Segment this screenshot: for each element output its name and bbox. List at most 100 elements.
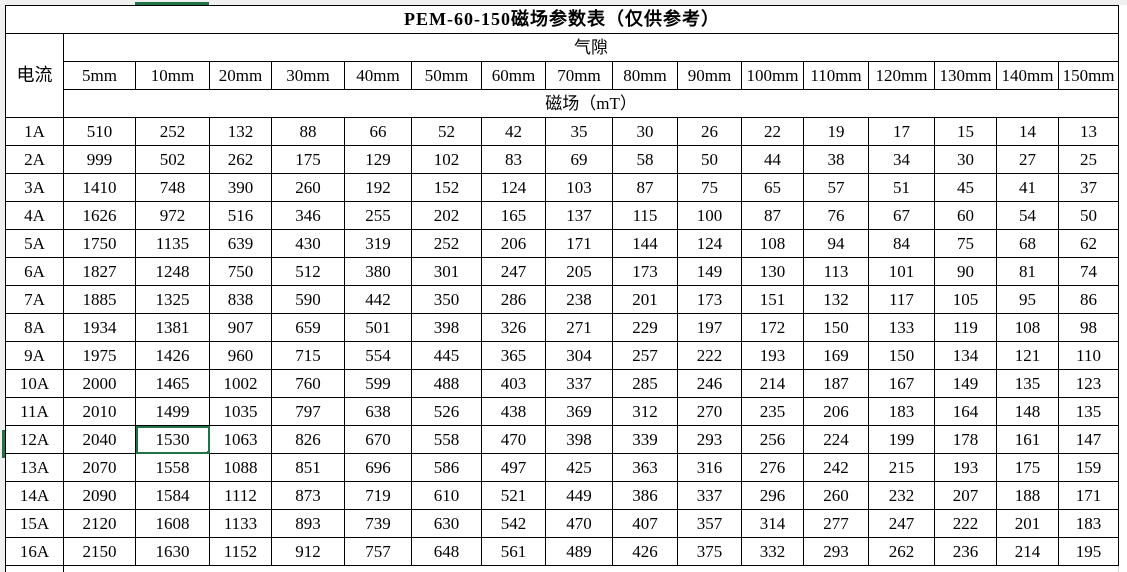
field-value-cell[interactable]: 95 <box>996 285 1059 314</box>
field-value-cell[interactable]: 999 <box>63 145 136 174</box>
gap-60mm[interactable]: 60mm <box>481 61 546 90</box>
field-value-cell[interactable]: 206 <box>803 397 869 426</box>
field-value-cell[interactable]: 398 <box>411 313 482 342</box>
field-value-cell[interactable]: 893 <box>271 509 345 538</box>
field-value-cell[interactable]: 599 <box>344 369 412 398</box>
field-value-cell[interactable]: 86 <box>1057 285 1120 314</box>
field-value-cell[interactable]: 175 <box>271 145 345 174</box>
field-value-cell[interactable]: 407 <box>612 509 678 538</box>
field-value-cell[interactable]: 103 <box>545 173 613 202</box>
field-value-cell[interactable]: 121 <box>996 341 1059 370</box>
current-cell[interactable]: 6A <box>5 257 64 286</box>
field-value-cell[interactable]: 398 <box>545 425 613 454</box>
field-value-cell[interactable]: 214 <box>741 369 804 398</box>
field-value-cell[interactable]: 1063 <box>209 425 272 454</box>
field-unit-header[interactable]: 磁场（mT） <box>62 89 1120 118</box>
field-value-cell[interactable]: 124 <box>481 173 546 202</box>
field-value-cell[interactable]: 215 <box>868 453 935 482</box>
field-value-cell[interactable]: 510 <box>63 117 136 146</box>
current-cell[interactable]: 4A <box>5 201 64 230</box>
gap-90mm[interactable]: 90mm <box>677 61 742 90</box>
field-value-cell[interactable]: 271 <box>545 313 613 342</box>
field-value-cell[interactable]: 133 <box>868 313 935 342</box>
gap-70mm[interactable]: 70mm <box>545 61 613 90</box>
field-value-cell[interactable]: 197 <box>677 313 742 342</box>
table-title[interactable]: PEM-60-150磁场参数表（仅供参考） <box>4 5 1120 34</box>
field-value-cell[interactable]: 838 <box>209 285 272 314</box>
field-value-cell[interactable]: 83 <box>481 145 546 174</box>
field-value-cell[interactable]: 1558 <box>135 453 210 482</box>
field-value-cell[interactable]: 149 <box>934 369 997 398</box>
field-value-cell[interactable]: 224 <box>803 425 869 454</box>
gap-130mm[interactable]: 130mm <box>934 61 997 90</box>
field-value-cell[interactable]: 50 <box>1057 201 1120 230</box>
field-value-cell[interactable]: 326 <box>481 313 546 342</box>
field-value-cell[interactable]: 164 <box>934 397 997 426</box>
field-value-cell[interactable]: 242 <box>803 453 869 482</box>
field-value-cell[interactable]: 183 <box>868 397 935 426</box>
field-value-cell[interactable]: 66 <box>344 117 412 146</box>
field-value-cell[interactable]: 696 <box>344 453 412 482</box>
empty-cell[interactable] <box>62 565 1119 572</box>
field-value-cell[interactable]: 205 <box>545 257 613 286</box>
field-value-cell[interactable]: 1410 <box>63 173 136 202</box>
field-value-cell[interactable]: 449 <box>545 481 613 510</box>
current-cell[interactable]: 9A <box>5 341 64 370</box>
field-value-cell[interactable]: 2120 <box>63 509 136 538</box>
field-value-cell[interactable]: 232 <box>868 481 935 510</box>
field-value-cell[interactable]: 630 <box>411 509 482 538</box>
field-value-cell[interactable]: 365 <box>481 341 546 370</box>
field-value-cell[interactable]: 390 <box>209 173 272 202</box>
field-value-cell[interactable]: 260 <box>803 481 869 510</box>
field-value-cell[interactable]: 34 <box>868 145 935 174</box>
field-value-cell[interactable]: 332 <box>741 537 804 566</box>
field-value-cell[interactable]: 316 <box>677 453 742 482</box>
field-value-cell[interactable]: 445 <box>411 341 482 370</box>
field-value-cell[interactable]: 501 <box>344 313 412 342</box>
current-cell[interactable]: 13A <box>5 453 64 482</box>
field-value-cell[interactable]: 132 <box>803 285 869 314</box>
field-value-cell[interactable]: 558 <box>411 425 482 454</box>
field-value-cell[interactable]: 130 <box>741 257 804 286</box>
field-value-cell[interactable]: 15 <box>934 117 997 146</box>
field-value-cell[interactable]: 252 <box>411 229 482 258</box>
field-value-cell[interactable]: 150 <box>803 313 869 342</box>
field-value-cell[interactable]: 907 <box>209 313 272 342</box>
field-value-cell[interactable]: 438 <box>481 397 546 426</box>
field-value-cell[interactable]: 301 <box>411 257 482 286</box>
fill-handle[interactable] <box>207 451 209 453</box>
field-value-cell[interactable]: 2150 <box>63 537 136 566</box>
field-value-cell[interactable]: 35 <box>545 117 613 146</box>
field-value-cell[interactable]: 151 <box>741 285 804 314</box>
field-value-cell[interactable]: 590 <box>271 285 345 314</box>
field-value-cell[interactable]: 222 <box>677 341 742 370</box>
field-value-cell[interactable]: 25 <box>1057 145 1120 174</box>
field-value-cell[interactable]: 175 <box>996 453 1059 482</box>
field-value-cell[interactable]: 22 <box>741 117 804 146</box>
field-value-cell[interactable]: 135 <box>996 369 1059 398</box>
field-value-cell[interactable]: 123 <box>1057 369 1120 398</box>
field-value-cell[interactable]: 115 <box>612 201 678 230</box>
current-cell[interactable]: 14A <box>5 481 64 510</box>
gap-10mm[interactable]: 10mm <box>135 61 210 90</box>
field-value-cell[interactable]: 62 <box>1057 229 1120 258</box>
field-value-cell[interactable]: 1465 <box>135 369 210 398</box>
field-value-cell[interactable]: 110 <box>1057 341 1120 370</box>
field-value-cell[interactable]: 293 <box>803 537 869 566</box>
field-value-cell[interactable]: 17 <box>868 117 935 146</box>
field-value-cell[interactable]: 873 <box>271 481 345 510</box>
field-value-cell[interactable]: 50 <box>677 145 742 174</box>
current-cell[interactable]: 1A <box>5 117 64 146</box>
field-value-cell[interactable]: 30 <box>934 145 997 174</box>
field-value-cell[interactable]: 207 <box>934 481 997 510</box>
field-value-cell[interactable]: 13 <box>1057 117 1120 146</box>
field-value-cell[interactable]: 256 <box>741 425 804 454</box>
field-value-cell[interactable]: 81 <box>996 257 1059 286</box>
field-value-cell[interactable]: 30 <box>612 117 678 146</box>
field-value-cell[interactable]: 750 <box>209 257 272 286</box>
field-value-cell[interactable]: 148 <box>996 397 1059 426</box>
field-value-cell[interactable]: 134 <box>934 341 997 370</box>
field-value-cell[interactable]: 2010 <box>63 397 136 426</box>
field-value-cell[interactable]: 193 <box>934 453 997 482</box>
field-value-cell[interactable]: 147 <box>1057 425 1120 454</box>
